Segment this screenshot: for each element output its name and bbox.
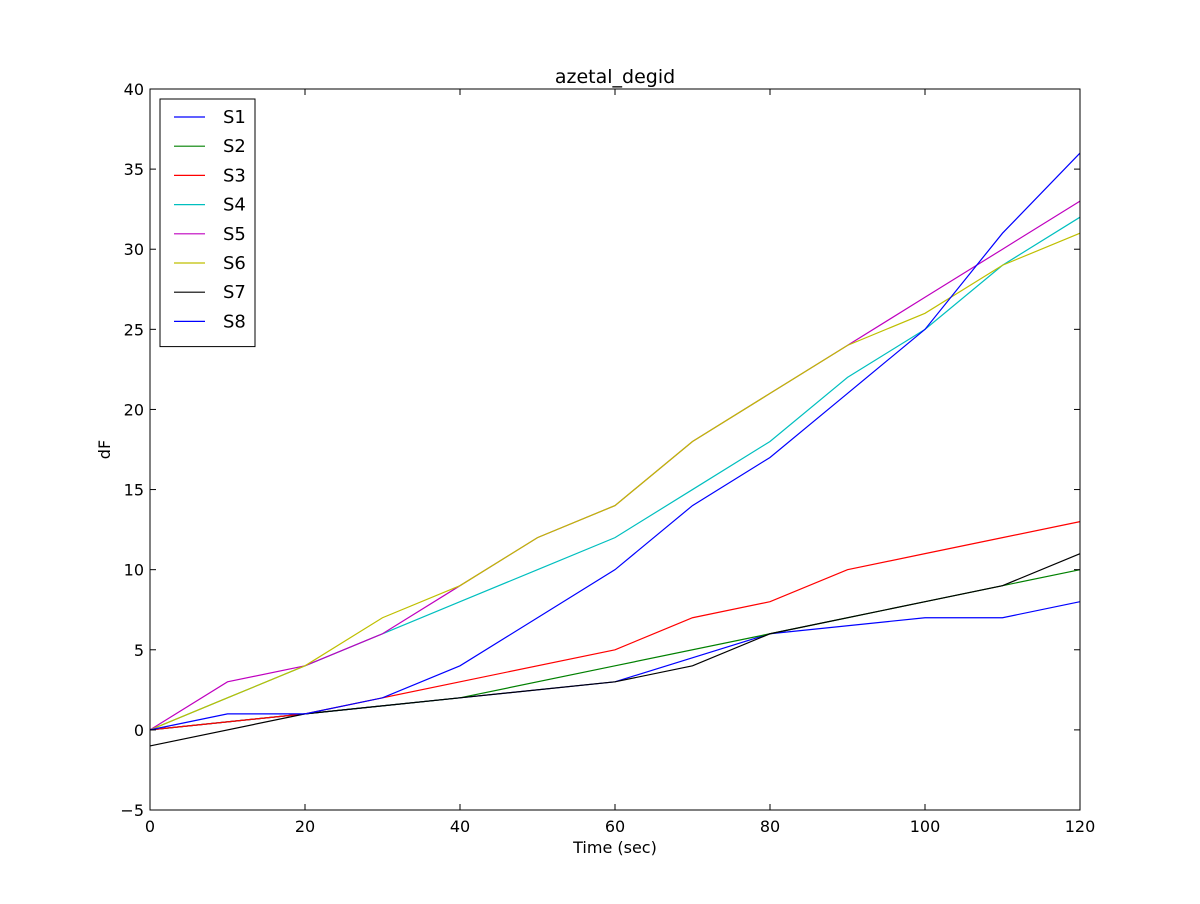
legend: S1 S2 S3 S4 S5 S6 S7 S8 xyxy=(159,98,256,348)
series-line-s6 xyxy=(149,232,1081,731)
series-layer xyxy=(149,152,1081,747)
series-line-s8 xyxy=(149,152,1081,731)
y-tick-label: 20 xyxy=(124,400,144,419)
y-tick-label: 0 xyxy=(134,721,144,740)
legend-label-s7: S7 xyxy=(223,282,246,303)
y-tick-label: 5 xyxy=(134,641,144,660)
x-tick-label: 60 xyxy=(605,817,625,836)
x-tick-label: 100 xyxy=(910,817,941,836)
chart-title: azetal_degid xyxy=(555,66,675,88)
legend-label-s3: S3 xyxy=(223,165,246,186)
legend-label-s2: S2 xyxy=(223,136,246,157)
y-tick-label: 35 xyxy=(124,160,144,179)
x-tick-label: 120 xyxy=(1065,817,1096,836)
legend-frame xyxy=(159,98,256,348)
legend-label-s4: S4 xyxy=(223,195,246,216)
y-tick-label: −5 xyxy=(120,801,144,820)
y-axis-label: dF xyxy=(95,440,114,459)
legend-label-s1: S1 xyxy=(223,107,246,128)
legend-label-s6: S6 xyxy=(223,253,246,274)
legend-label-s5: S5 xyxy=(223,224,246,245)
x-tick-label: 0 xyxy=(145,817,155,836)
x-tick-label: 40 xyxy=(450,817,470,836)
y-tick-label: 40 xyxy=(124,80,144,99)
y-tick-label: 15 xyxy=(124,481,144,500)
y-tick-label: 25 xyxy=(124,320,144,339)
y-tick-label: 10 xyxy=(124,561,144,580)
x-tick-label: 20 xyxy=(295,817,315,836)
series-line-s7 xyxy=(149,553,1081,747)
x-tick-label: 80 xyxy=(760,817,780,836)
y-tick-label: 30 xyxy=(124,240,144,259)
legend-label-s8: S8 xyxy=(223,311,246,332)
x-axis-label: Time (sec) xyxy=(572,838,657,857)
